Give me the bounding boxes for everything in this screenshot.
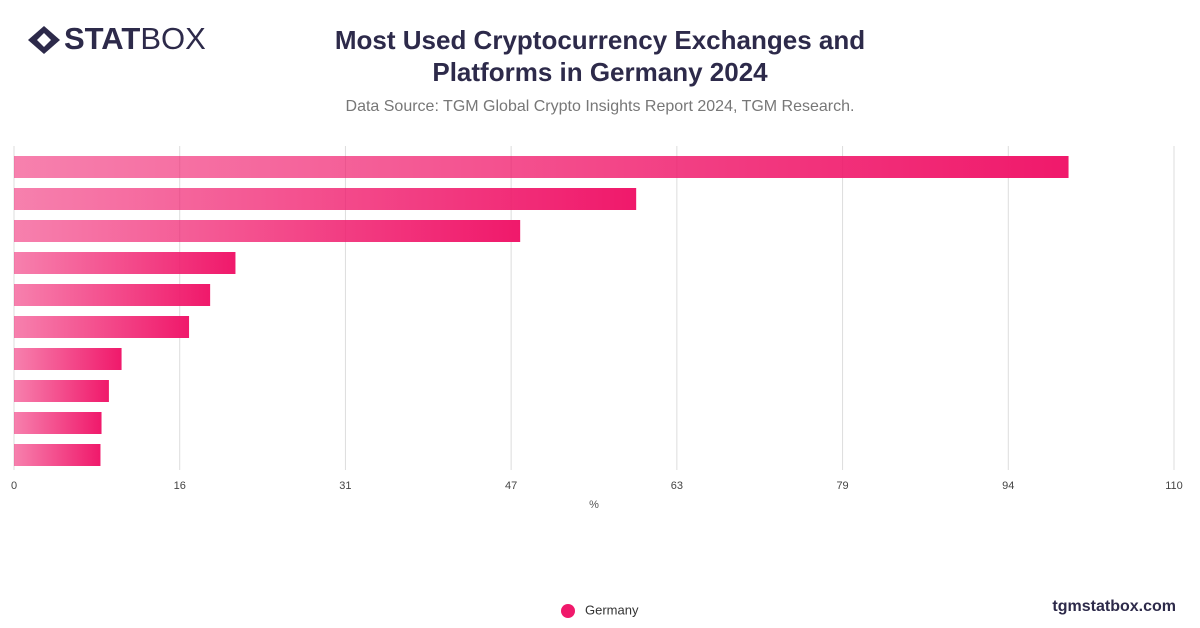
- bar: [14, 252, 236, 274]
- header: Most Used Cryptocurrency Exchanges and P…: [250, 24, 950, 116]
- brand-light: BOX: [140, 21, 206, 56]
- x-tick-label: 94: [1002, 480, 1014, 492]
- logo: STATBOX: [28, 21, 206, 56]
- bar: [14, 156, 1069, 178]
- x-tick-label: 0: [11, 480, 17, 492]
- x-tick-label: 79: [836, 480, 848, 492]
- x-tick-label: 16: [174, 480, 186, 492]
- footer: tgmstatbox.com: [1052, 598, 1176, 615]
- bar: [14, 220, 521, 242]
- bar: [14, 380, 109, 402]
- chart-subtitle: Data Source: TGM Global Crypto Insights …: [345, 98, 855, 115]
- brand-bold: STAT: [64, 21, 140, 56]
- bar: [14, 412, 102, 434]
- legend-label: Germany: [585, 602, 639, 617]
- x-tick-label: 63: [671, 480, 683, 492]
- bar: [14, 444, 101, 466]
- x-tick-label: 110: [1165, 480, 1183, 492]
- bar: [14, 348, 122, 370]
- bar: [14, 188, 637, 210]
- x-tick-label: 47: [505, 480, 517, 492]
- brand: STATBOX: [64, 21, 206, 56]
- bar: [14, 284, 211, 306]
- x-axis-label: %: [589, 499, 599, 511]
- bar: [14, 316, 190, 338]
- legend-marker: [561, 604, 575, 618]
- chart-title: Most Used Cryptocurrency Exchanges and P…: [334, 25, 866, 87]
- x-tick-label: 31: [339, 480, 351, 492]
